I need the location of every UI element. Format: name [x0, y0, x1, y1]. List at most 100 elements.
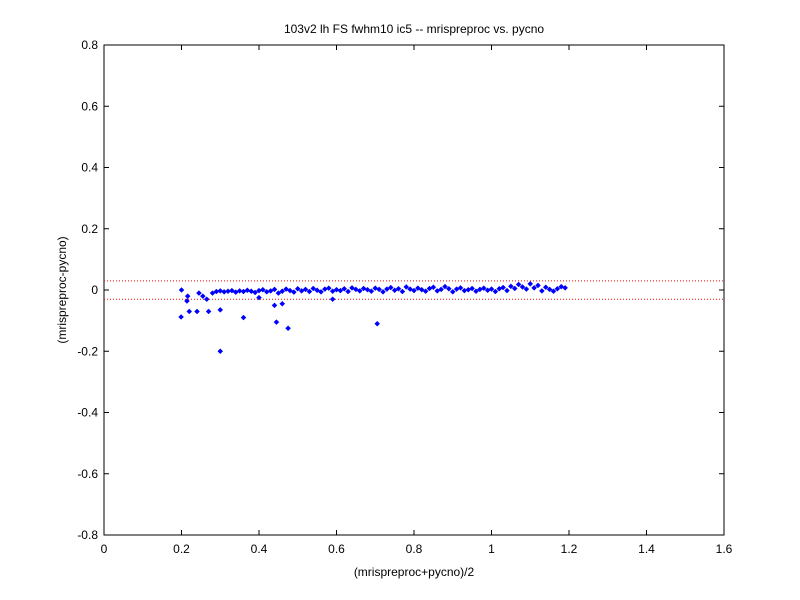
data-point — [508, 283, 514, 290]
data-point — [196, 290, 202, 296]
data-point — [203, 296, 210, 303]
x-tick-label: 0.4 — [251, 542, 268, 556]
data-point — [244, 287, 251, 294]
data-point — [194, 308, 200, 315]
data-point — [209, 290, 216, 296]
data-point — [329, 288, 336, 295]
x-tick-label: 1.6 — [716, 542, 733, 556]
data-point — [376, 286, 382, 293]
data-point — [329, 296, 336, 303]
data-point — [287, 287, 293, 294]
data-point — [273, 319, 280, 326]
data-point — [360, 285, 367, 292]
data-point — [184, 298, 190, 304]
data-point — [395, 285, 402, 292]
data-point — [279, 300, 286, 307]
data-point — [205, 308, 212, 315]
data-point — [260, 286, 266, 293]
x-tick-label: 0 — [101, 542, 108, 556]
x-axis-label: (mrispreproc+pycno)/2 — [354, 565, 475, 579]
y-tick-label: 0.4 — [81, 161, 98, 175]
x-tick-label: 1.4 — [638, 542, 655, 556]
data-point — [199, 293, 206, 299]
data-point — [186, 308, 193, 315]
data-point — [184, 293, 191, 299]
data-point — [546, 286, 553, 293]
data-point — [527, 281, 534, 287]
data-point — [325, 285, 332, 292]
data-point — [217, 307, 224, 313]
x-tick-label: 1 — [488, 542, 495, 556]
data-point — [229, 287, 235, 294]
data-point — [554, 285, 561, 292]
data-point — [542, 284, 549, 291]
x-tick-label: 1.2 — [561, 542, 578, 556]
data-point — [271, 286, 278, 293]
data-point — [480, 285, 487, 292]
y-tick-label: 0.6 — [81, 99, 98, 113]
data-point — [271, 302, 278, 309]
data-point — [442, 283, 448, 290]
data-point — [279, 288, 286, 295]
data-point — [488, 286, 495, 292]
data-point — [418, 286, 425, 293]
data-point — [550, 288, 557, 295]
data-point — [298, 288, 305, 294]
data-point — [368, 288, 375, 295]
data-point — [318, 288, 324, 295]
data-point — [519, 284, 526, 290]
data-point — [515, 281, 522, 288]
data-point — [422, 288, 429, 295]
data-point — [314, 287, 320, 294]
data-point — [446, 285, 452, 292]
x-tick-label: 0.8 — [406, 542, 423, 556]
data-point — [511, 285, 518, 292]
data-point — [411, 287, 417, 294]
x-tick-label: 0.2 — [173, 542, 190, 556]
data-point — [240, 314, 247, 321]
data-point — [178, 287, 185, 293]
data-point — [372, 285, 379, 292]
data-point — [504, 287, 510, 294]
data-point — [364, 286, 371, 293]
data-point — [374, 320, 381, 327]
data-point — [438, 286, 444, 293]
data-point — [387, 284, 394, 291]
data-point — [562, 285, 568, 291]
data-point — [217, 348, 224, 355]
data-point — [531, 285, 537, 291]
y-tick-label: 0 — [91, 283, 98, 297]
data-point — [283, 286, 289, 292]
data-point — [403, 284, 410, 290]
data-point — [407, 286, 413, 292]
data-point — [256, 294, 262, 301]
y-tick-label: -0.6 — [77, 467, 98, 481]
data-point — [294, 285, 301, 292]
y-tick-label: 0.2 — [81, 222, 98, 236]
data-point — [217, 288, 224, 294]
y-axis-label: (mrispreproc-pycno) — [55, 236, 69, 343]
data-point — [291, 289, 297, 295]
data-point — [341, 285, 348, 292]
data-point — [310, 285, 317, 292]
y-tick-label: -0.2 — [77, 344, 98, 358]
data-point — [500, 284, 506, 291]
data-point — [380, 288, 386, 295]
y-tick-label: 0.8 — [81, 38, 98, 52]
data-point — [285, 325, 291, 332]
data-point — [434, 288, 441, 294]
data-point — [415, 285, 421, 292]
chart-title: 103v2 lh FS fwhm10 ic5 -- mrispreproc vs… — [284, 22, 544, 36]
data-point — [399, 288, 406, 295]
data-point — [391, 287, 398, 294]
data-point — [236, 288, 243, 294]
data-point — [275, 290, 282, 296]
y-tick-label: -0.4 — [77, 406, 98, 420]
data-point — [252, 289, 258, 296]
data-point — [473, 288, 479, 295]
y-tick-label: -0.8 — [77, 528, 98, 542]
data-point — [337, 287, 344, 294]
data-point — [449, 288, 456, 295]
